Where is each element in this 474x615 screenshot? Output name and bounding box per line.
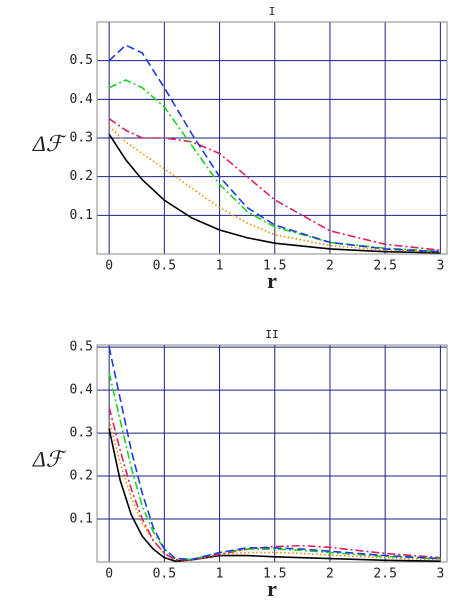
- x-tick-label: 1.5: [263, 567, 286, 582]
- x-tick-label: 3: [436, 259, 444, 274]
- series-line: [108, 125, 441, 253]
- x-tick-label: 2: [326, 259, 334, 274]
- x-axis-label: r: [267, 268, 277, 293]
- y-tick-label: 0.5: [70, 53, 93, 68]
- x-axis-label: r: [267, 576, 277, 601]
- x-tick-label: 1.5: [263, 259, 286, 274]
- y-axis-label: Δℱ: [32, 447, 67, 472]
- series-line: [108, 420, 441, 561]
- x-tick-label: 2: [326, 567, 334, 582]
- x-tick-label: 1: [216, 567, 224, 582]
- series-line: [108, 346, 441, 561]
- y-tick-label: 0.3: [70, 131, 93, 146]
- x-tick-label: 0: [105, 259, 113, 274]
- y-tick-label: 0.2: [70, 469, 93, 484]
- plot-frame: [96, 344, 448, 563]
- series-line: [108, 133, 441, 254]
- y-tick-label: 0.3: [70, 426, 93, 441]
- y-tick-label: 0.4: [70, 383, 94, 398]
- y-tick-label: 0.1: [70, 208, 93, 223]
- plot-frame: [96, 21, 448, 255]
- x-tick-label: 0: [105, 567, 113, 582]
- chart-title: II: [265, 328, 278, 341]
- series-line: [108, 44, 441, 253]
- chart-title: I: [269, 5, 276, 18]
- y-tick-label: 0.5: [70, 340, 93, 355]
- x-tick-label: 2.5: [373, 259, 396, 274]
- y-tick-label: 0.2: [70, 169, 93, 184]
- x-tick-label: 1: [216, 259, 224, 274]
- x-tick-label: 3: [436, 567, 444, 582]
- series-line: [108, 118, 441, 251]
- y-axis-label: Δℱ: [32, 131, 67, 156]
- x-tick-label: 0.5: [153, 567, 176, 582]
- y-tick-label: 0.4: [70, 92, 94, 107]
- x-tick-label: 2.5: [373, 567, 396, 582]
- x-tick-label: 0.5: [153, 259, 176, 274]
- y-tick-label: 0.1: [70, 512, 93, 527]
